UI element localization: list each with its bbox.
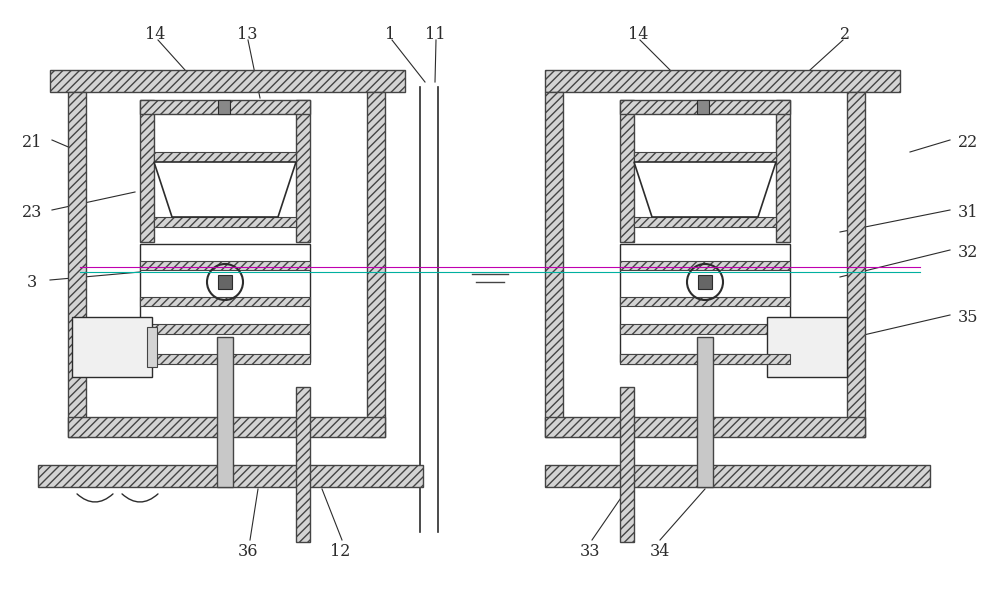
Text: 33: 33 <box>580 543 600 561</box>
Bar <box>698 275 712 289</box>
Bar <box>620 100 634 242</box>
Bar <box>218 100 230 114</box>
Text: 31: 31 <box>958 204 978 220</box>
Bar <box>697 100 709 114</box>
Polygon shape <box>154 162 296 217</box>
Bar <box>154 152 296 162</box>
Bar <box>620 324 790 334</box>
Text: 3: 3 <box>27 274 37 291</box>
Bar <box>697 337 713 487</box>
Text: 35: 35 <box>958 308 978 326</box>
Bar <box>620 244 790 362</box>
Bar <box>545 92 563 437</box>
Bar <box>767 317 847 377</box>
Text: 1: 1 <box>385 25 395 43</box>
Bar <box>620 354 790 364</box>
Text: 14: 14 <box>145 25 165 43</box>
Bar <box>847 92 865 437</box>
Bar <box>634 152 776 162</box>
Bar <box>140 297 310 306</box>
Text: 34: 34 <box>650 543 670 561</box>
Bar <box>620 100 790 114</box>
Text: 22: 22 <box>958 134 978 150</box>
Text: 2: 2 <box>840 25 850 43</box>
Bar <box>140 100 310 114</box>
Bar <box>140 354 310 364</box>
Bar <box>140 324 310 334</box>
Bar <box>296 100 310 242</box>
Bar <box>50 70 405 92</box>
Bar <box>147 327 157 367</box>
Bar <box>367 92 385 437</box>
Bar <box>38 465 423 487</box>
Bar <box>72 317 152 377</box>
Bar <box>634 217 776 227</box>
Bar <box>545 465 930 487</box>
Polygon shape <box>634 162 776 217</box>
Text: 12: 12 <box>330 543 350 561</box>
Text: 32: 32 <box>958 243 978 260</box>
Bar <box>620 261 790 270</box>
Text: 13: 13 <box>237 25 257 43</box>
Bar <box>217 337 233 487</box>
Bar <box>620 354 790 364</box>
Bar <box>776 100 790 242</box>
Bar <box>68 417 385 437</box>
Bar <box>545 70 900 92</box>
Bar <box>140 100 154 242</box>
Bar <box>620 387 634 542</box>
Bar <box>620 297 790 306</box>
Text: 23: 23 <box>22 204 42 220</box>
Bar <box>218 275 232 289</box>
Bar <box>68 92 86 437</box>
Bar <box>140 261 310 270</box>
Text: 11: 11 <box>425 25 445 43</box>
Bar <box>140 244 310 362</box>
Bar <box>296 387 310 542</box>
Text: 36: 36 <box>238 543 258 561</box>
Bar <box>154 217 296 227</box>
Text: 21: 21 <box>22 134 42 150</box>
Text: 14: 14 <box>628 25 648 43</box>
Bar <box>545 417 865 437</box>
